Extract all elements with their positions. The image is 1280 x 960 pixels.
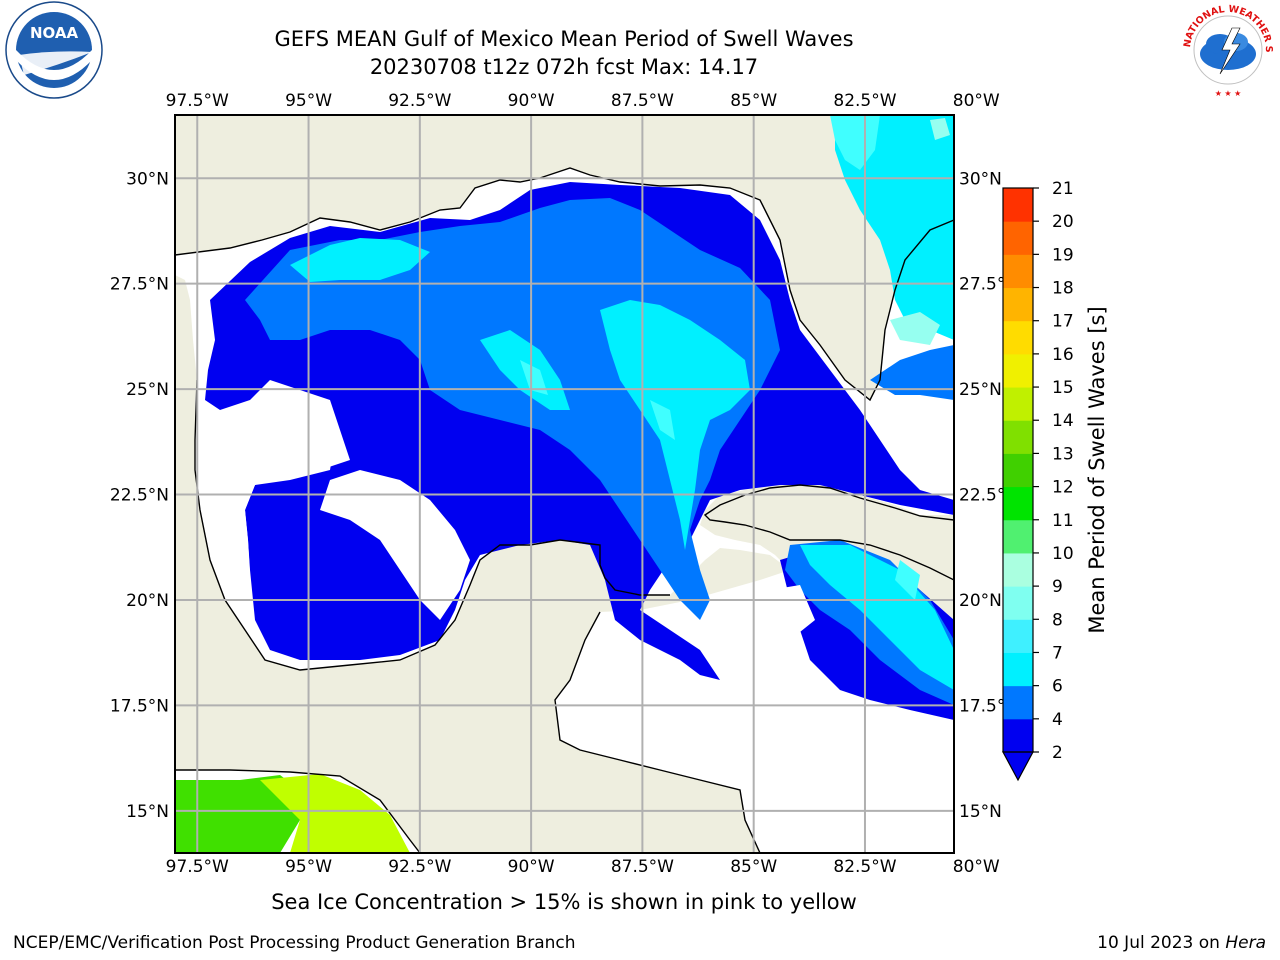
lon-tick-top-1: 95°W [285, 91, 332, 111]
lon-tick-top-7: 80°W [953, 91, 1000, 111]
colorbar-tick-2: 6 [1052, 677, 1063, 697]
lat-tick-left-0: 15°N [126, 802, 169, 822]
colorbar-tick-12: 16 [1052, 345, 1074, 365]
lon-tick-bottom-1: 95°W [285, 857, 332, 877]
sea-ice-note: Sea Ice Concentration > 15% is shown in … [271, 890, 857, 914]
colorbar-segment-14 [1003, 254, 1033, 289]
colorbar-segment-3 [1003, 619, 1033, 653]
lon-ticks-top: 97.5°W 95°W 92.5°W 90°W 87.5°W 85°W 82.5°W 80°W [166, 91, 1000, 111]
lon-tick-bottom-6: 82.5°W [833, 857, 896, 877]
swell-region-8-9s [890, 118, 950, 345]
noaa-logo-text: NOAA [30, 24, 79, 42]
lat-tick-left-3: 22.5°N [110, 486, 169, 506]
colorbar-segment-12 [1003, 320, 1033, 355]
lon-tick-top-0: 97.5°W [166, 91, 229, 111]
footer-date: 10 Jul 2023 on Hera [1097, 933, 1266, 953]
lon-tick-top-4: 87.5°W [611, 91, 674, 111]
chart-title: GEFS MEAN Gulf of Mexico Mean Period of … [274, 27, 854, 51]
lon-tick-bottom-3: 90°W [508, 857, 555, 877]
colorbar-tick-0: 2 [1052, 743, 1063, 763]
coastline-mexico [194, 379, 670, 671]
lat-tick-right-0: 15°N [959, 802, 1002, 822]
lat-tick-right-4: 25°N [959, 380, 1002, 400]
lat-tick-right-6: 30°N [959, 169, 1002, 189]
lon-tick-bottom-2: 92.5°W [388, 857, 451, 877]
colorbar-tick-8: 12 [1052, 478, 1074, 498]
colorbar-segment-8 [1003, 453, 1033, 488]
colorbar-segment-4 [1003, 586, 1033, 620]
lat-tick-right-2: 20°N [959, 591, 1002, 611]
colorbar-tick-1: 4 [1052, 710, 1063, 730]
lat-ticks-left: 15°N 17.5°N 20°N 22.5°N 25°N 27.5°N 30°N [110, 169, 169, 822]
colorbar-segment-7 [1003, 486, 1033, 521]
colorbar-segment-15 [1003, 221, 1033, 255]
footer-host: Hera [1225, 933, 1266, 953]
colorbar: 2 4 6 7 8 9 10 11 12 13 14 15 16 17 18 19 20 21 [1001, 179, 1074, 782]
colorbar-tick-16: 20 [1052, 212, 1074, 232]
colorbar-label: Mean Period of Swell Waves [s] [1085, 306, 1109, 634]
map-panel [175, 115, 954, 853]
swell-region-4-6s-atlantic [870, 345, 954, 400]
no-data-patch [195, 420, 815, 640]
colorbar-tick-3: 7 [1052, 643, 1063, 663]
footer-date-text: 10 Jul 2023 on [1097, 933, 1226, 953]
lat-tick-left-5: 27.5°N [110, 275, 169, 295]
lat-tick-left-1: 17.5°N [110, 696, 169, 716]
lat-tick-left-2: 20°N [126, 591, 169, 611]
colorbar-frame [1002, 187, 1034, 753]
colorbar-tick-5: 9 [1052, 577, 1063, 597]
lon-tick-top-5: 85°W [730, 91, 777, 111]
swell-region-12-13s [260, 774, 410, 853]
colorbar-tick-4: 8 [1052, 610, 1063, 630]
colorbar-segment-5 [1003, 552, 1033, 587]
lon-tick-top-2: 92.5°W [388, 91, 451, 111]
colorbar-segment-10 [1003, 387, 1033, 421]
lon-tick-top-3: 90°W [508, 91, 555, 111]
colorbar-segment-11 [1003, 353, 1033, 388]
coastline-cuba [703, 484, 954, 581]
colorbar-tick-14: 18 [1052, 279, 1074, 299]
colorbar-segment-0 [1003, 718, 1033, 753]
lon-ticks-bottom: 97.5°W 95°W 92.5°W 90°W 87.5°W 85°W 82.5°W 80°W [166, 857, 1000, 877]
lon-tick-bottom-7: 80°W [953, 857, 1000, 877]
colorbar-tick-7: 11 [1052, 511, 1074, 531]
footer-credit: NCEP/EMC/Verification Post Processing Pr… [13, 933, 576, 953]
lon-tick-bottom-4: 87.5°W [611, 857, 674, 877]
colorbar-segment-2 [1003, 652, 1033, 687]
colorbar-tick-13: 17 [1052, 312, 1074, 332]
lat-tick-left-4: 25°N [126, 380, 169, 400]
lon-tick-top-6: 82.5°W [833, 91, 896, 111]
colorbar-tick-6: 10 [1052, 544, 1074, 564]
colorbar-segment-13 [1003, 287, 1033, 322]
swell-region-11-12s [175, 775, 300, 853]
colorbar-segment-1 [1003, 685, 1033, 720]
colorbar-tick-15: 19 [1052, 245, 1074, 265]
chart-subtitle: 20230708 t12z 072h fcst Max: 14.17 [369, 55, 759, 79]
lon-tick-bottom-5: 85°W [730, 857, 777, 877]
lon-tick-bottom-0: 97.5°W [166, 857, 229, 877]
map-gridlines [175, 115, 954, 853]
coastline-central-america [175, 611, 761, 853]
map-frame [174, 114, 955, 854]
colorbar-segment-9 [1003, 420, 1033, 454]
colorbar-extend-arrow [1001, 751, 1035, 782]
lat-tick-left-6: 30°N [126, 169, 169, 189]
colorbar-tick-10: 14 [1052, 411, 1074, 431]
noaa-logo: NOAA [5, 1, 103, 99]
colorbar-tick-11: 15 [1052, 378, 1074, 398]
svg-text:★ ★ ★: ★ ★ ★ [1215, 89, 1242, 98]
colorbar-segment-6 [1003, 519, 1033, 554]
nws-logo: NATIONAL WEATHER SERVICE ★ ★ ★ [1176, 0, 1276, 98]
swell-region-6-7s [290, 238, 750, 550]
colorbar-tick-9: 13 [1052, 444, 1074, 464]
swell-region-6-7s-caribbean [800, 545, 954, 690]
colorbar-tick-17: 21 [1052, 179, 1074, 199]
colorbar-segment-16 [1003, 188, 1033, 222]
coastline [175, 167, 954, 402]
